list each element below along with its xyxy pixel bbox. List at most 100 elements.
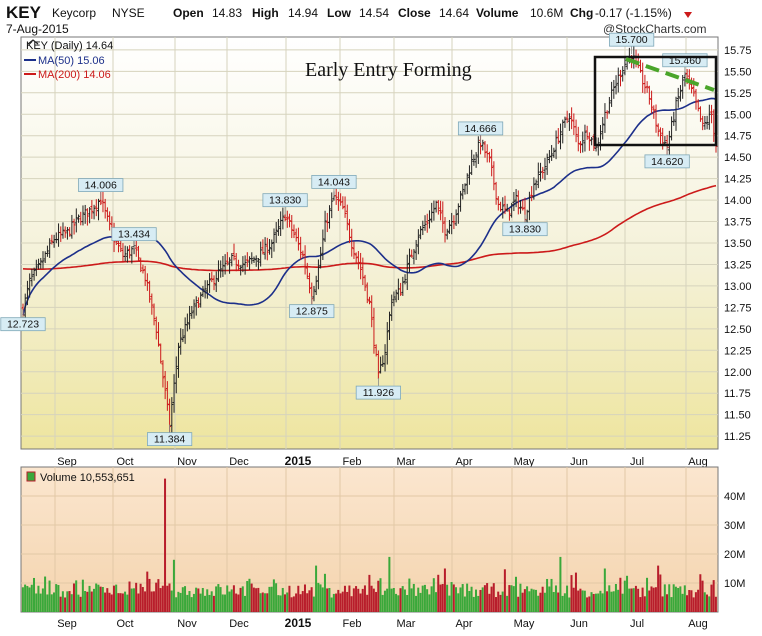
price-tick-label: 14.00: [724, 195, 752, 207]
price-bar: [230, 253, 234, 267]
price-bar: [301, 250, 305, 258]
price-bar: [676, 87, 680, 108]
volume-bar: [677, 587, 680, 612]
price-bar: [245, 252, 249, 268]
price-bar: [647, 85, 651, 105]
volume-bar: [283, 594, 286, 612]
volume-bar: [168, 583, 171, 612]
price-bar: [379, 356, 383, 374]
price-bar: [354, 252, 358, 263]
date-tick-label: Mar: [397, 456, 416, 468]
price-bar: [139, 257, 143, 273]
price-bar: [77, 214, 81, 223]
volume-bar: [124, 591, 127, 612]
price-bar: [350, 228, 354, 257]
price-bar: [530, 186, 534, 202]
volume-label: Volume: [476, 6, 519, 20]
volume-bar: [548, 586, 551, 612]
price-bar: [265, 237, 269, 261]
price-bar: [550, 145, 554, 161]
volume-bar: [159, 588, 162, 612]
volume-bar: [257, 587, 260, 612]
price-bar: [130, 246, 134, 264]
high-value: 14.94: [288, 6, 318, 20]
price-tick-label: 12.00: [724, 367, 752, 379]
volume-bar: [401, 586, 404, 612]
date-tick-label: Nov: [177, 456, 197, 468]
volume-bar: [583, 590, 586, 612]
price-bar: [299, 236, 303, 260]
price-bar: [672, 111, 676, 126]
price-bar: [50, 234, 54, 245]
price-bar: [421, 220, 425, 236]
volume-bar: [184, 586, 187, 612]
date-grid: [54, 37, 687, 449]
price-bar: [272, 228, 276, 252]
price-bar: [547, 150, 551, 164]
price-bar: [292, 224, 296, 239]
price-bar: [370, 295, 374, 328]
price-tick-label: 14.75: [724, 131, 752, 143]
price-bar: [185, 313, 189, 332]
price-bar: [334, 188, 338, 205]
volume-bar: [170, 590, 173, 612]
volume-bar: [57, 585, 60, 612]
price-bar: [250, 252, 254, 264]
volume-bar: [628, 588, 631, 612]
price-bar: [174, 356, 178, 394]
price-axis: 15.75 15.50 15.25 15.00 14.75 14.50 14.25 14.00…: [724, 45, 752, 443]
volume-bar: [263, 593, 266, 612]
price-bar: [159, 343, 163, 364]
price-callout: 14.620: [644, 146, 690, 169]
volume-bar: [657, 565, 660, 612]
volume-bar: [530, 588, 533, 612]
price-bar: [654, 104, 658, 133]
volume-bar: [617, 589, 620, 612]
volume-bar: [272, 579, 275, 612]
price-bar: [487, 151, 491, 163]
volume-bar: [712, 580, 715, 612]
volume-bar: [679, 586, 682, 612]
volume-bar: [108, 592, 111, 612]
price-bar: [163, 370, 167, 400]
volume-bar: [379, 578, 382, 612]
price-bar: [614, 75, 618, 95]
volume-bar: [708, 596, 711, 612]
price-callout: 15.700: [608, 32, 655, 55]
price-bar: [436, 200, 440, 215]
volume-bar: [501, 591, 504, 612]
volume-bar: [70, 594, 73, 612]
volume-bar: [361, 588, 364, 612]
volume-bar: [377, 580, 380, 612]
price-bar: [85, 208, 89, 226]
volume-bar: [510, 585, 513, 612]
price-bars: [21, 46, 718, 433]
volume-bar: [86, 591, 89, 612]
volume-tick-label: 10M: [724, 578, 745, 590]
volume-bar: [188, 591, 191, 612]
volume-bar: [35, 593, 38, 612]
volume-bar: [339, 593, 342, 612]
volume-bar: [266, 593, 269, 612]
volume-bar: [426, 589, 429, 612]
volume-bar: [706, 594, 709, 612]
price-callout: 13.434: [111, 227, 157, 249]
volume-bar: [306, 593, 309, 612]
volume-bar: [503, 569, 506, 612]
price-tick-label: 15.25: [724, 88, 752, 100]
volume-bar: [375, 591, 378, 612]
price-bar: [507, 208, 511, 221]
price-bar: [527, 191, 531, 221]
date-tick-label: Feb: [343, 456, 362, 468]
price-bar: [352, 241, 356, 260]
volume-bar: [550, 578, 553, 612]
price-bar: [465, 173, 469, 195]
volume-tick-label: 30M: [724, 520, 745, 532]
price-bar: [541, 166, 545, 179]
price-bar: [414, 239, 418, 260]
price-bar: [416, 229, 420, 255]
volume-bar: [559, 556, 562, 612]
price-bar: [399, 282, 403, 296]
price-bar: [494, 181, 498, 205]
volume-bar: [221, 594, 224, 612]
